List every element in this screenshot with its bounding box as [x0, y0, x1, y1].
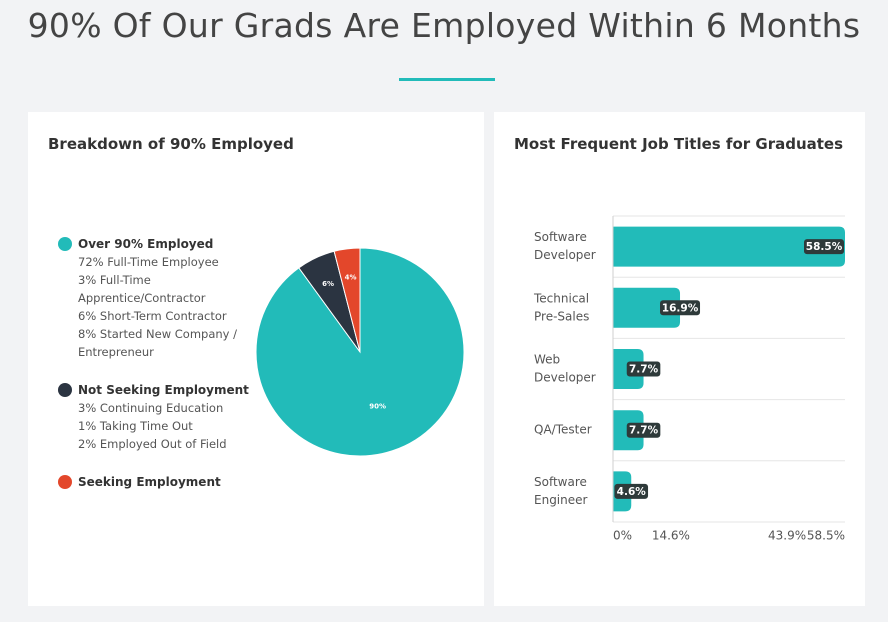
value-badge: [626, 361, 661, 377]
legend-dot-seeking-icon: [58, 475, 72, 489]
pie-label-not-seeking: 6%: [322, 280, 334, 288]
category-label: Pre-Sales: [534, 309, 589, 323]
pie-slice-seeking: [333, 247, 361, 353]
legend-item: 1% Taking Time Out: [78, 419, 193, 433]
legend-item: 3% Full-Time: [78, 273, 151, 287]
legend-item: 72% Full-Time Employee: [78, 255, 219, 269]
category-label: Engineer: [534, 493, 588, 507]
x-tick-label: 58.5%: [807, 529, 845, 543]
x-tick-label: 43.9%: [768, 529, 806, 543]
legend-head-seeking: Seeking Employment: [58, 473, 258, 491]
legend-group-seeking: Seeking Employment: [58, 473, 258, 491]
legend-item: 6% Short-Term Contractor: [78, 309, 227, 323]
job-titles-card: Most Frequent Job Titles for Graduates S…: [494, 112, 865, 606]
value-badge: [660, 300, 701, 316]
value-badge: [804, 239, 844, 255]
value-label: 4.6%: [617, 486, 647, 498]
legend-head-employed: Over 90% Employed: [58, 235, 258, 253]
category-label: Software: [534, 230, 587, 244]
bar: [613, 226, 845, 267]
employment-pie-chart: 90% 6% 4%: [255, 247, 465, 457]
value-badge: [626, 422, 661, 438]
x-tick-label: 0%: [613, 529, 632, 543]
value-label: 7.7%: [629, 364, 659, 376]
legend-label-employed: Over 90% Employed: [78, 237, 214, 251]
value-label: 16.9%: [662, 302, 699, 314]
legend-item: 8% Started New Company /: [78, 327, 238, 341]
pie-label-seeking: 4%: [345, 274, 357, 282]
legend-label-seeking: Seeking Employment: [78, 475, 221, 489]
category-label: Developer: [534, 248, 596, 262]
legend-head-not-seeking: Not Seeking Employment: [58, 381, 258, 399]
category-label: QA/Tester: [534, 423, 592, 437]
category-label: Technical: [533, 291, 589, 305]
legend-group-employed: Over 90% Employed 72% Full-Time Employee…: [58, 235, 258, 361]
legend-label-not-seeking: Not Seeking Employment: [78, 383, 249, 397]
legend-item: 2% Employed Out of Field: [78, 437, 227, 451]
legend-dot-employed-icon: [58, 237, 72, 251]
legend-group-not-seeking: Not Seeking Employment 3% Continuing Edu…: [58, 381, 258, 453]
legend-item: 3% Continuing Education: [78, 401, 224, 415]
category-label: Developer: [534, 371, 596, 385]
employment-breakdown-card: Breakdown of 90% Employed Over 90% Emplo…: [28, 112, 484, 606]
job-titles-bar-chart: Software Developer 58.5% Technical Pre-Sales…: [533, 215, 845, 543]
pie-label-employed: 90%: [369, 402, 386, 410]
page-title: 90% Of Our Grads Are Employed Within 6 M…: [27, 6, 861, 45]
bar: [613, 287, 681, 328]
x-tick-label: 14.6%: [652, 529, 690, 543]
category-label: Software: [534, 475, 587, 489]
legend-item: Entrepreneur: [78, 345, 154, 359]
pie-legend: Over 90% Employed 72% Full-Time Employee…: [58, 235, 258, 511]
job-titles-card-title: Most Frequent Job Titles for Graduates: [514, 135, 844, 153]
value-label: 58.5%: [806, 241, 843, 253]
value-label: 7.7%: [629, 425, 659, 437]
breakdown-card-title: Breakdown of 90% Employed: [48, 135, 294, 153]
legend-dot-not-seeking-icon: [58, 383, 72, 397]
legend-item: Apprentice/Contractor: [78, 291, 206, 305]
value-badge: [614, 483, 649, 499]
title-underline: [399, 78, 495, 81]
category-label: Web: [534, 353, 560, 367]
